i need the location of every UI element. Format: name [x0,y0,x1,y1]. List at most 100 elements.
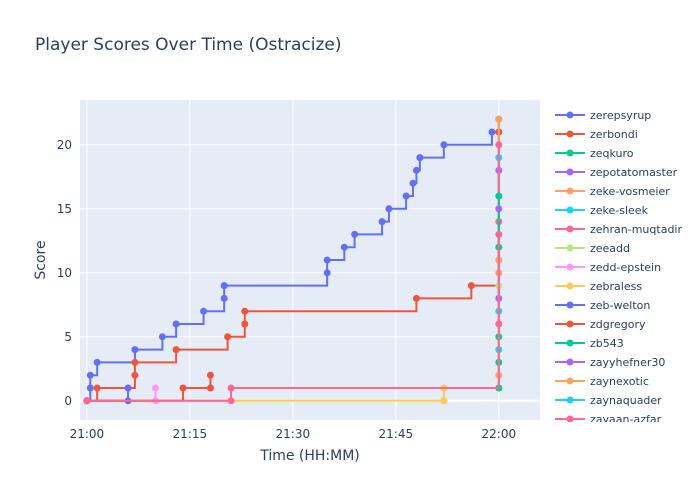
legend-swatch-marker [566,225,574,233]
legend-label: zeeadd [590,242,630,255]
y-tick-label: 5 [64,330,72,344]
data-point[interactable] [158,333,166,341]
data-point[interactable] [412,294,420,302]
legend-items: zerepsyrup zerbondi zeqkuro zepotatomaster z… [555,109,682,426]
legend-swatch-marker [566,415,574,422]
legend-label: zb543 [590,337,624,350]
y-tick-label: 15 [57,202,72,216]
series-zayyhefner30 [495,205,503,213]
legend-swatch-marker [566,130,574,138]
legend-item[interactable]: zaynexotic [555,375,649,388]
legend-swatch-marker [566,377,574,385]
data-point[interactable] [93,358,101,366]
legend-label: zerbondi [590,128,638,141]
data-point[interactable] [224,333,232,341]
legend-item[interactable]: zeke-vosmeier [555,185,670,198]
data-point[interactable] [385,205,393,213]
legend-label: zeqkuro [590,147,634,160]
legend-item[interactable]: zedd-epstein [555,261,661,274]
legend-label: zeke-sleek [590,204,649,217]
data-point[interactable] [467,282,475,290]
data-point[interactable] [152,384,160,392]
x-tick-label: 21:00 [70,427,105,441]
legend-swatch-marker [566,358,574,366]
legend-item[interactable]: zeb-welton [555,299,650,312]
data-point[interactable] [340,243,348,251]
x-tick-label: 21:30 [276,427,311,441]
data-point[interactable] [402,192,410,200]
legend-swatch-marker [566,301,574,309]
legend-item[interactable]: zehran-muqtadir [555,223,682,236]
legend[interactable]: zerepsyrup zerbondi zeqkuro zepotatomaster z… [555,109,682,426]
data-point[interactable] [323,256,331,264]
y-tick-label: 0 [64,394,72,408]
legend-swatch-marker [566,263,574,271]
x-tick-label: 21:45 [379,427,414,441]
chart-title: Player Scores Over Time (Ostracize) [35,35,342,55]
data-point[interactable] [416,154,424,162]
data-point[interactable] [495,141,503,149]
legend-swatch-marker [566,244,574,252]
legend-label: zeke-vosmeier [590,185,670,198]
legend-item[interactable]: zeke-sleek [555,204,649,217]
data-point[interactable] [495,205,503,213]
legend-label: zehran-muqtadir [590,223,682,236]
legend-swatch-marker [566,282,574,290]
data-point[interactable] [412,166,420,174]
data-point[interactable] [378,218,386,226]
legend-item[interactable]: zayaan-azfar [555,413,662,426]
legend-item[interactable]: zepotatomaster [555,166,678,179]
data-point[interactable] [241,320,249,328]
legend-item[interactable]: zdgregory [555,318,646,331]
data-point[interactable] [131,371,139,379]
legend-label: zepotatomaster [590,166,678,179]
legend-label: zaynaquader [590,394,662,407]
data-point[interactable] [220,294,228,302]
data-point[interactable] [440,397,448,405]
data-point[interactable] [495,230,503,238]
data-point[interactable] [241,307,249,315]
data-point[interactable] [172,346,180,354]
legend-label: zerepsyrup [590,109,651,122]
data-point[interactable] [131,346,139,354]
data-point[interactable] [206,371,214,379]
data-point[interactable] [172,320,180,328]
data-point[interactable] [206,384,214,392]
x-tick-label: 21:15 [173,427,208,441]
legend-label: zayyhefner30 [590,356,665,369]
legend-item[interactable]: zerepsyrup [555,109,651,122]
legend-item[interactable]: zeqkuro [555,147,634,160]
legend-item[interactable]: zerbondi [555,128,638,141]
legend-item[interactable]: zeeadd [555,242,630,255]
data-point[interactable] [124,384,132,392]
legend-label: zeb-welton [590,299,650,312]
legend-swatch-marker [566,320,574,328]
legend-item[interactable]: zayyhefner30 [555,356,665,369]
legend-item[interactable]: zebraless [555,280,642,293]
data-point[interactable] [409,179,417,187]
legend-label: zebraless [590,280,642,293]
data-point[interactable] [351,230,359,238]
data-point[interactable] [323,269,331,277]
data-point[interactable] [227,397,235,405]
data-point[interactable] [86,371,94,379]
legend-label: zaynexotic [590,375,649,388]
legend-label: zdgregory [590,318,646,331]
data-point[interactable] [200,307,208,315]
data-point[interactable] [179,384,187,392]
data-point[interactable] [86,384,94,392]
plot-area [80,100,540,420]
data-point[interactable] [495,192,503,200]
data-point[interactable] [440,141,448,149]
legend-item[interactable]: zb543 [555,337,624,350]
data-point[interactable] [220,282,228,290]
data-point[interactable] [227,384,235,392]
legend-item[interactable]: zaynaquader [555,394,662,407]
data-point[interactable] [93,384,101,392]
x-axis-title: Time (HH:MM) [259,448,360,464]
data-point[interactable] [131,358,139,366]
data-point[interactable] [495,115,503,123]
data-point[interactable] [83,397,91,405]
legend-swatch-marker [566,168,574,176]
data-point[interactable] [488,128,496,136]
